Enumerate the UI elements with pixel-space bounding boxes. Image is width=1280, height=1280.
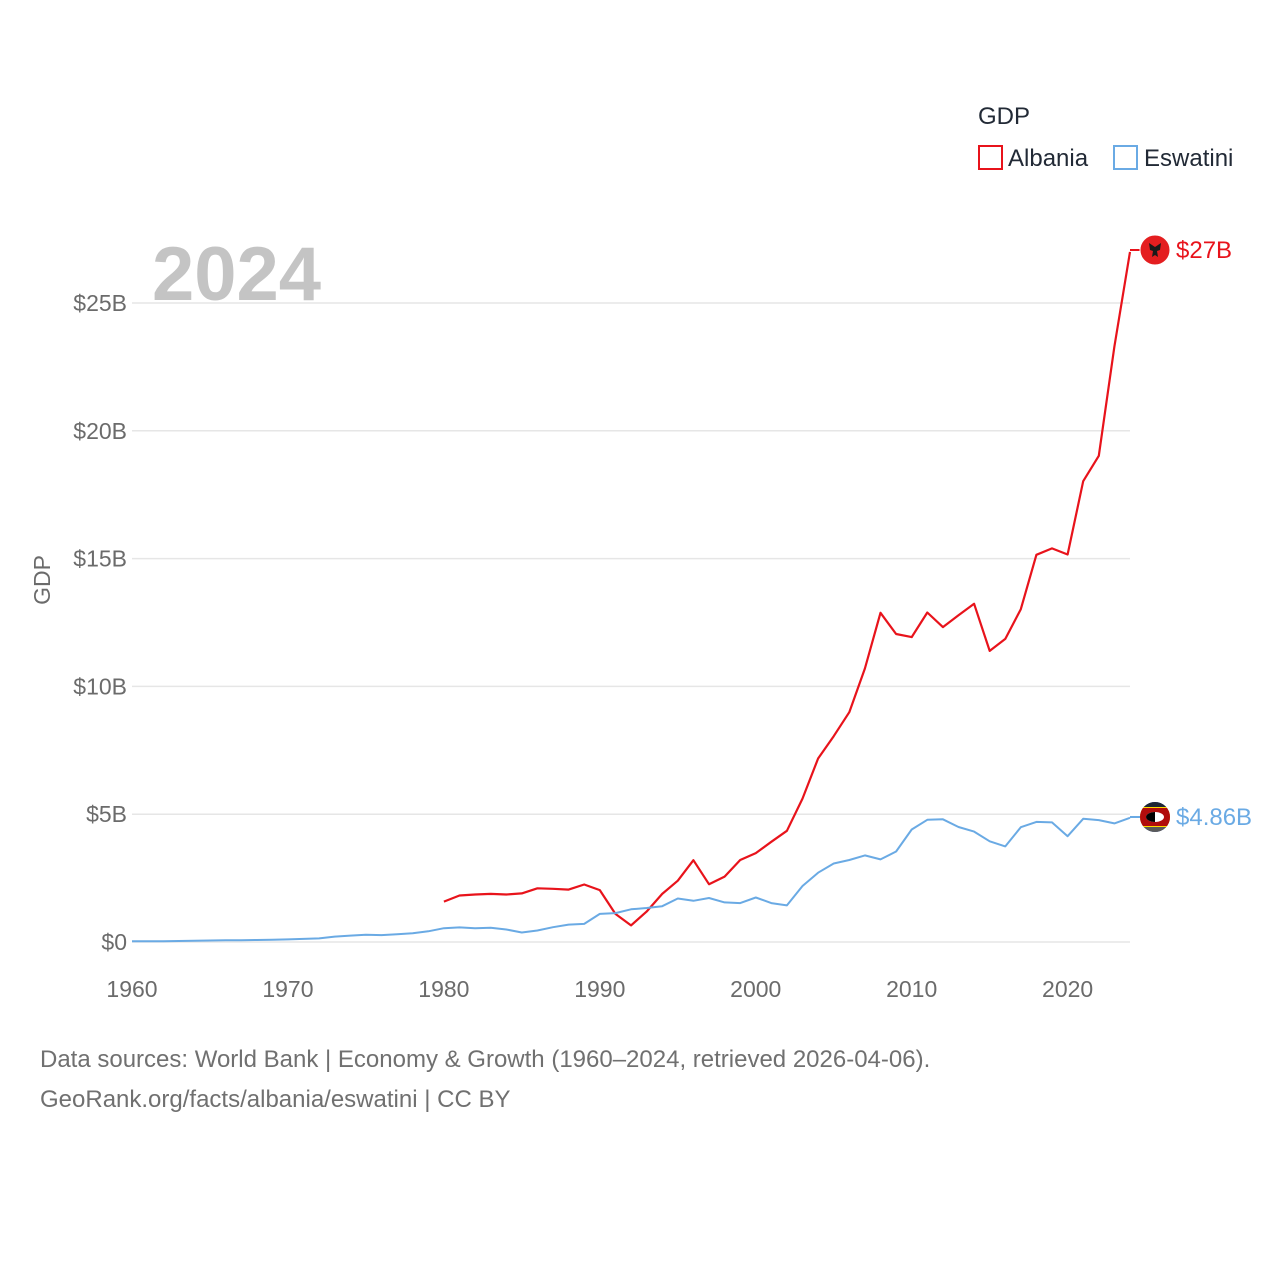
series-line-eswatini[interactable] <box>132 816 1131 943</box>
x-tick-label: 2000 <box>730 976 781 1002</box>
year-label: 2024 <box>152 232 321 317</box>
series-lines <box>132 251 1132 943</box>
y-tick-label: $10B <box>73 673 127 699</box>
attribution-line[interactable]: GeoRank.org/facts/albania/eswatini | CC … <box>40 1086 511 1113</box>
legend-swatch-eswatini <box>1113 145 1138 170</box>
x-tick-label: 1990 <box>574 976 625 1002</box>
eswatini-flag-icon <box>1140 802 1170 832</box>
x-axis-ticks: 1960 1970 1980 1990 2000 2010 2020 <box>106 976 1093 1002</box>
y-tick-label: $0 <box>101 929 127 955</box>
x-tick-label: 1970 <box>262 976 313 1002</box>
legend-swatch-albania <box>978 145 1003 170</box>
source-line: Data sources: World Bank | Economy & Gro… <box>40 1046 931 1073</box>
x-tick-label: 1960 <box>106 976 157 1002</box>
legend-label-albania: Albania <box>1008 145 1089 172</box>
grid-lines <box>132 302 1130 943</box>
albania-end-value: $27B <box>1176 237 1232 264</box>
eswatini-end-marker: $4.86B <box>1130 802 1252 832</box>
legend-title: GDP <box>978 103 1030 130</box>
y-tick-label: $5B <box>86 801 127 827</box>
y-tick-label: $25B <box>73 290 127 316</box>
legend-item-albania[interactable]: Albania <box>978 145 1089 172</box>
x-tick-label: 1980 <box>418 976 469 1002</box>
albania-flag-icon <box>1139 234 1171 266</box>
y-tick-label: $15B <box>73 546 127 572</box>
x-tick-label: 2020 <box>1042 976 1093 1002</box>
legend: GDP Albania Eswatini <box>978 103 1233 172</box>
x-tick-label: 2010 <box>886 976 937 1002</box>
legend-item-eswatini[interactable]: Eswatini <box>1113 145 1233 172</box>
series-line-albania[interactable] <box>443 251 1132 927</box>
legend-label-eswatini: Eswatini <box>1144 145 1233 172</box>
eswatini-end-value: $4.86B <box>1176 804 1252 831</box>
source-footer: Data sources: World Bank | Economy & Gro… <box>40 1040 1240 1120</box>
albania-end-marker: $27B <box>1130 234 1232 266</box>
y-axis-label: GDP <box>29 555 55 605</box>
y-tick-label: $20B <box>73 418 127 444</box>
y-axis-ticks: $0 $5B $10B $15B $20B $25B <box>73 290 127 955</box>
